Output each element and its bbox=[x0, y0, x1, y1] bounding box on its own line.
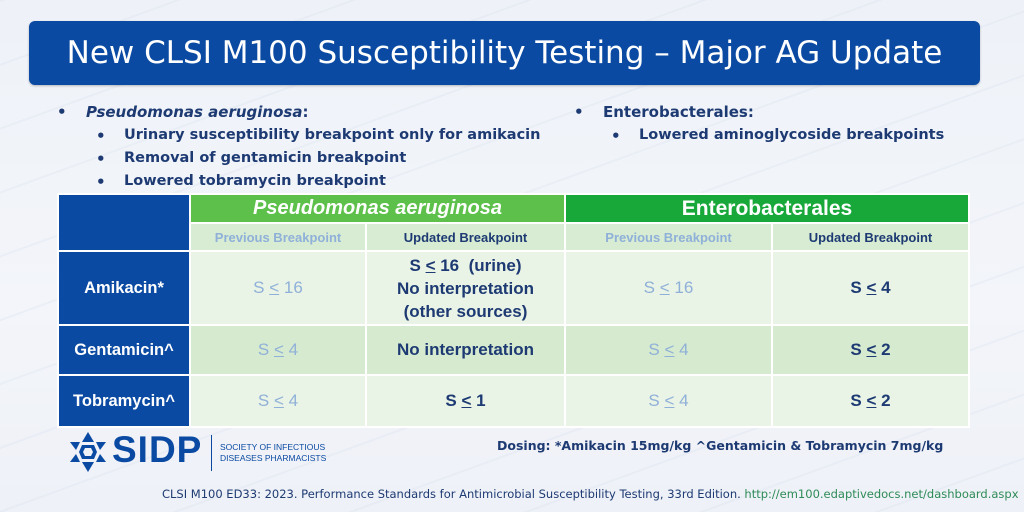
slide-title: New CLSI M100 Susceptibility Testing – M… bbox=[29, 21, 980, 85]
slide-title-text: New CLSI M100 Susceptibility Testing – M… bbox=[66, 35, 943, 71]
table-corner bbox=[57, 193, 191, 252]
pseudomonas-previous-value: S < 16 bbox=[189, 250, 367, 326]
pseudomonas-item-1: Urinary susceptibility breakpoint only f… bbox=[124, 127, 541, 143]
bullet-dot: • bbox=[574, 103, 584, 121]
enterobacterales-heading: Enterobacterales: bbox=[603, 103, 754, 121]
citation-link[interactable]: http://em100.edaptivedocs.net/dashboard.… bbox=[744, 487, 1019, 501]
logo-divider bbox=[211, 435, 212, 471]
sidp-logo: SIDP SOCIETY OF INFECTIOUS DISEASES PHAR… bbox=[68, 429, 328, 474]
enterobacterales-previous-value: S < 16 bbox=[564, 250, 773, 326]
subheader-updated: Updated Breakpoint bbox=[365, 222, 566, 252]
bullet-dot: • bbox=[57, 103, 67, 121]
enterobacterales-previous-value: S < 4 bbox=[564, 324, 773, 376]
drug-name: Amikacin* bbox=[57, 250, 191, 326]
pseudomonas-updated-value: No interpretation bbox=[365, 324, 566, 376]
dosing-note: Dosing: *Amikacin 15mg/kg ^Gentamicin & … bbox=[497, 438, 944, 453]
table-row: Tobramycin^ S < 4 S < 1 S < 4 S < 2 bbox=[57, 374, 970, 428]
bullet-dot: • bbox=[96, 150, 106, 168]
bullet-dot: • bbox=[96, 173, 106, 191]
pseudomonas-item-2: Removal of gentamicin breakpoint bbox=[124, 150, 407, 166]
drug-name: Gentamicin^ bbox=[57, 324, 191, 376]
pseudomonas-previous-value: S < 4 bbox=[189, 374, 367, 428]
enterobacterales-previous-value: S < 4 bbox=[564, 374, 773, 428]
logo-subtitle: SOCIETY OF INFECTIOUS DISEASES PHARMACIS… bbox=[220, 442, 327, 463]
pseudomonas-item-3: Lowered tobramycin breakpoint bbox=[124, 173, 386, 189]
table-row: Gentamicin^ S < 4 No interpretation S < … bbox=[57, 324, 970, 376]
subheader-updated: Updated Breakpoint bbox=[771, 222, 970, 252]
enterobacterales-updated-value: S < 4 bbox=[771, 250, 970, 326]
subheader-previous: Previous Breakpoint bbox=[564, 222, 773, 252]
pseudomonas-updated-value: S < 1 bbox=[365, 374, 566, 428]
sidp-star-icon bbox=[70, 432, 106, 472]
logo-wordmark: SIDP bbox=[112, 429, 203, 470]
pseudomonas-updated-value: S < 16 (urine) No interpretation (other … bbox=[365, 250, 566, 326]
bullet-dot: • bbox=[611, 127, 621, 145]
enterobacterales-updated-value: S < 2 bbox=[771, 324, 970, 376]
subheader-previous: Previous Breakpoint bbox=[189, 222, 367, 252]
pseudomonas-heading: Pseudomonas aeruginosa: bbox=[86, 103, 309, 121]
group-header-enterobacterales: Enterobacterales bbox=[564, 193, 970, 224]
breakpoint-table: Pseudomonas aeruginosa Enterobacterales … bbox=[57, 193, 970, 428]
citation-text: CLSI M100 ED33: 2023. Performance Standa… bbox=[162, 487, 741, 501]
table-row: Amikacin* S < 16 S < 16 (urine) No inter… bbox=[57, 250, 970, 326]
bullet-dot: • bbox=[96, 127, 106, 145]
drug-name: Tobramycin^ bbox=[57, 374, 191, 428]
citation: CLSI M100 ED33: 2023. Performance Standa… bbox=[162, 487, 1019, 501]
group-header-pseudomonas: Pseudomonas aeruginosa bbox=[189, 193, 566, 224]
enterobacterales-item-1: Lowered aminoglycoside breakpoints bbox=[639, 127, 945, 143]
enterobacterales-updated-value: S < 2 bbox=[771, 374, 970, 428]
pseudomonas-previous-value: S < 4 bbox=[189, 324, 367, 376]
